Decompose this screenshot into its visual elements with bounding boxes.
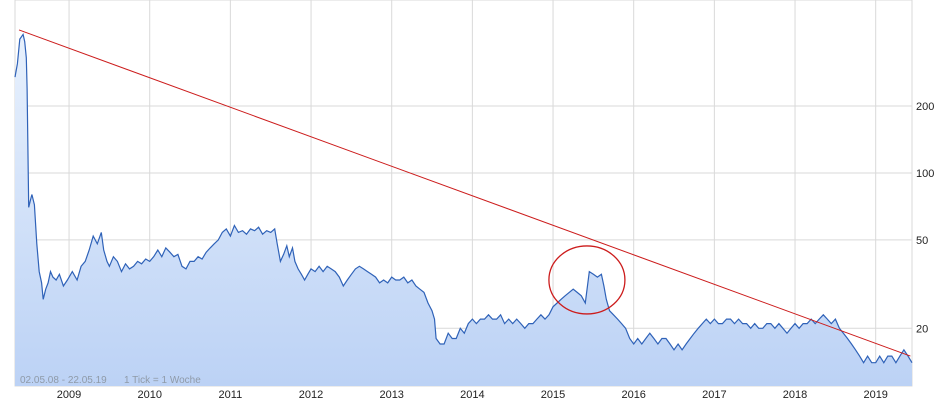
price-line (14, 32, 913, 364)
x-tick-label: 2012 (299, 389, 323, 401)
footer-date-range: 02.05.08 - 22.05.19 (20, 375, 107, 386)
footer-tick-info: 1 Tick = 1 Woche (124, 375, 201, 386)
y-tick-label: 50 (916, 235, 928, 247)
y-axis-labels: 200 100 50 20 (916, 101, 934, 335)
x-axis-labels: 2009 2010 2011 2012 2013 2014 2015 2016 2017 2018… (57, 389, 888, 401)
y-tick-label: 200 (916, 101, 934, 113)
x-tick-label: 2018 (783, 389, 807, 401)
y-tick-label: 100 (916, 168, 934, 180)
annotation-circle (548, 245, 626, 315)
x-tick-label: 2019 (863, 389, 887, 401)
x-tick-label: 2009 (57, 389, 81, 401)
trendline (18, 29, 911, 357)
y-tick-label: 20 (916, 323, 928, 335)
x-tick-label: 2017 (702, 389, 726, 401)
x-tick-label: 2015 (541, 389, 565, 401)
x-tick-label: 2010 (137, 389, 161, 401)
x-tick-label: 2014 (460, 389, 484, 401)
price-area (15, 34, 912, 387)
x-tick-label: 2011 (219, 389, 243, 401)
x-tick-label: 2013 (379, 389, 403, 401)
x-tick-label: 2016 (621, 389, 645, 401)
